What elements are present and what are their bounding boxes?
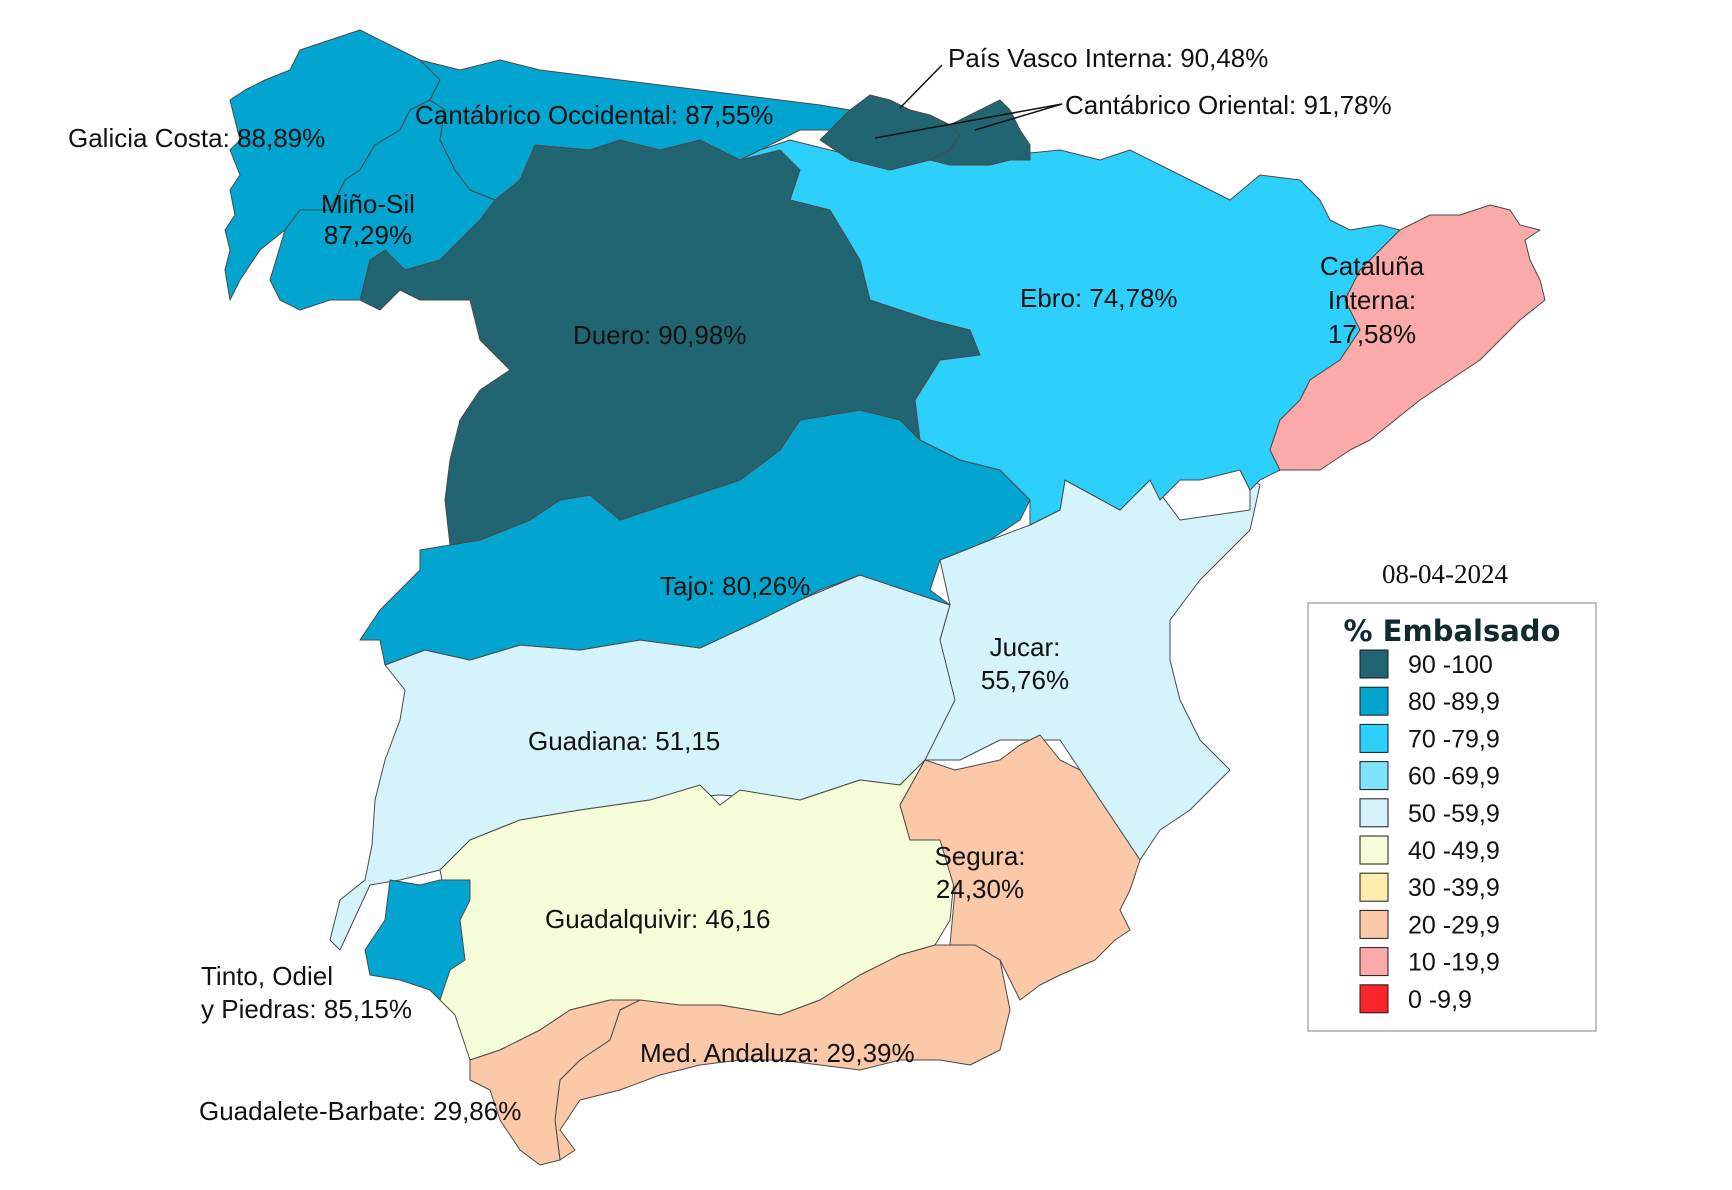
label-cantabrico-oriental: Cantábrico Oriental: 91,78% [1065, 90, 1392, 120]
region-tinto-odiel-piedras[interactable] [364, 879, 471, 1001]
legend-swatch [1359, 947, 1389, 977]
label-med-andaluza: Med. Andaluza: 29,39% [640, 1038, 915, 1068]
label-guadalete-barbate: Guadalete-Barbate: 29,86% [199, 1096, 521, 1126]
label-line: Galicia Costa: 88,89% [68, 123, 325, 153]
label-line: Guadalete-Barbate: 29,86% [199, 1096, 521, 1126]
label-ebro: Ebro: 74,78% [1020, 283, 1178, 313]
label-line: Segura: [934, 841, 1025, 871]
leader-cantabrico-oriental-a [874, 103, 1063, 139]
label-line: 55,76% [981, 665, 1069, 695]
legend-swatch [1359, 686, 1389, 716]
label-line: País Vasco Interna: 90,48% [948, 43, 1268, 73]
label-line: 24,30% [936, 874, 1024, 904]
basin-regions [224, 29, 1546, 1166]
label-line: 87,29% [324, 220, 412, 250]
legend-label: 40 -49,9 [1408, 837, 1500, 865]
label-line: Ebro: 74,78% [1020, 283, 1178, 313]
legend-swatch [1359, 909, 1389, 939]
leader-cantabrico-oriental-b [974, 103, 1063, 131]
label-line: Miño-Sil [321, 189, 415, 219]
label-line: Tajo: 80,26% [660, 571, 810, 601]
region-cantabrico-oriental[interactable] [929, 99, 1031, 166]
label-line: Guadalquivir: 46,16 [545, 904, 770, 934]
label-line: Jucar: [990, 632, 1061, 662]
label-line: Cataluña [1320, 251, 1425, 281]
legend-label: 70 -79,9 [1408, 725, 1500, 753]
label-guadiana: Guadiana: 51,15 [528, 726, 720, 756]
map-date: 08-04-2024 [1382, 559, 1508, 589]
label-leader-lines [874, 64, 1063, 139]
label-line: Interna: [1328, 285, 1416, 315]
legend-label: 20 -29,9 [1408, 911, 1500, 939]
legend-box [1307, 602, 1597, 1032]
label-line: Cantábrico Oriental: 91,78% [1065, 90, 1392, 120]
leader-pais-vasco-interna [899, 64, 943, 109]
label-tajo: Tajo: 80,26% [660, 571, 810, 601]
region-cataluna-interna[interactable] [1269, 204, 1546, 471]
label-line: 17,58% [1328, 319, 1416, 349]
label-segura: Segura: 24,30% [934, 841, 1025, 904]
label-line: Tinto, Odiel [201, 961, 333, 991]
legend-label: 60 -69,9 [1408, 763, 1500, 791]
legend-label: 0 -9,9 [1408, 986, 1472, 1014]
legend: % Embalsado 90 -100 80 -89,9 70 -79,9 60 -6… [1307, 602, 1597, 1032]
region-cantabrico-occidental[interactable] [419, 59, 851, 201]
legend-swatch [1359, 835, 1389, 865]
label-guadalquivir: Guadalquivir: 46,16 [545, 904, 770, 934]
region-segura[interactable] [899, 734, 1141, 1001]
label-cataluna-interna: Cataluña Interna: 17,58% [1320, 251, 1425, 349]
label-line: Guadiana: 51,15 [528, 726, 720, 756]
label-galicia-costa: Galicia Costa: 88,89% [68, 123, 325, 153]
legend-swatch [1359, 872, 1389, 902]
legend-swatch [1359, 761, 1389, 791]
legend-swatch [1359, 798, 1389, 828]
legend-swatch [1359, 984, 1389, 1014]
label-line: Med. Andaluza: 29,39% [640, 1038, 915, 1068]
legend-swatch [1359, 649, 1389, 679]
legend-label: 90 -100 [1408, 651, 1493, 679]
label-jucar: Jucar: 55,76% [981, 632, 1069, 695]
legend-label: 30 -39,9 [1408, 874, 1500, 902]
legend-swatch [1359, 723, 1389, 753]
legend-label: 80 -89,9 [1408, 688, 1500, 716]
basin-labels: Galicia Costa: 88,89% Cantábrico Occiden… [68, 43, 1425, 1126]
legend-items: 90 -100 80 -89,9 70 -79,9 60 -69,9 50 -59,9 4… [1359, 649, 1500, 1014]
label-mino-sil: Miño-Sil 87,29% [321, 189, 415, 250]
region-guadalete-barbate[interactable] [469, 999, 641, 1166]
label-duero: Duero: 90,98% [573, 320, 746, 350]
legend-title: % Embalsado [1344, 614, 1561, 648]
legend-label: 50 -59,9 [1408, 800, 1500, 828]
label-cantabrico-occidental: Cantábrico Occidental: 87,55% [415, 100, 773, 130]
label-line: y Piedras: 85,15% [201, 994, 412, 1024]
legend-label: 10 -19,9 [1408, 949, 1500, 977]
label-tinto-odiel-piedras: Tinto, Odiel y Piedras: 85,15% [201, 961, 412, 1024]
label-line: Duero: 90,98% [573, 320, 746, 350]
label-pais-vasco-interna: País Vasco Interna: 90,48% [948, 43, 1268, 73]
label-line: Cantábrico Occidental: 87,55% [415, 100, 773, 130]
